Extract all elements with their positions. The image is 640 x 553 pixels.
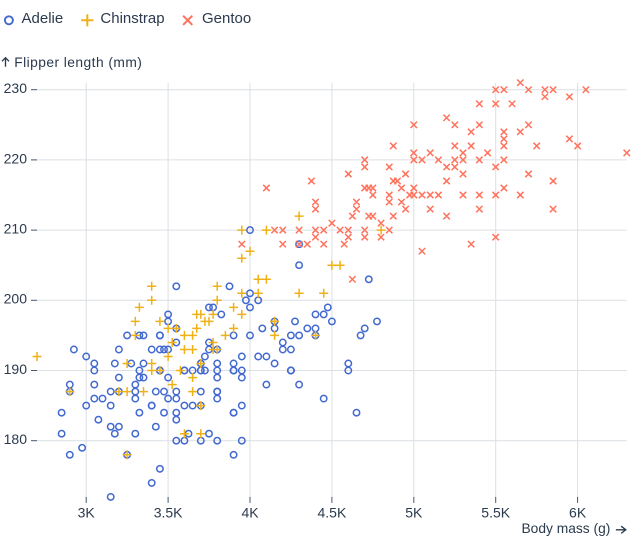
svg-text:4.5K: 4.5K (317, 504, 346, 520)
svg-text:230: 230 (4, 80, 28, 96)
svg-text:4K: 4K (241, 504, 259, 520)
svg-text:Body mass (g): Body mass (g) (521, 521, 610, 536)
svg-text:3K: 3K (78, 504, 96, 520)
svg-text:220: 220 (4, 150, 28, 166)
svg-text:5K: 5K (405, 504, 423, 520)
svg-text:6K: 6K (569, 504, 587, 520)
svg-text:Gentoo: Gentoo (202, 10, 251, 27)
svg-text:190: 190 (4, 361, 28, 377)
svg-text:5.5K: 5.5K (481, 504, 510, 520)
svg-text:180: 180 (4, 431, 28, 447)
svg-text:3.5K: 3.5K (154, 504, 183, 520)
svg-text:200: 200 (4, 291, 28, 307)
svg-text:Chinstrap: Chinstrap (100, 10, 164, 27)
svg-text:Flipper length (mm): Flipper length (mm) (14, 55, 142, 70)
svg-text:Adelie: Adelie (22, 10, 64, 27)
svg-text:210: 210 (4, 221, 28, 237)
